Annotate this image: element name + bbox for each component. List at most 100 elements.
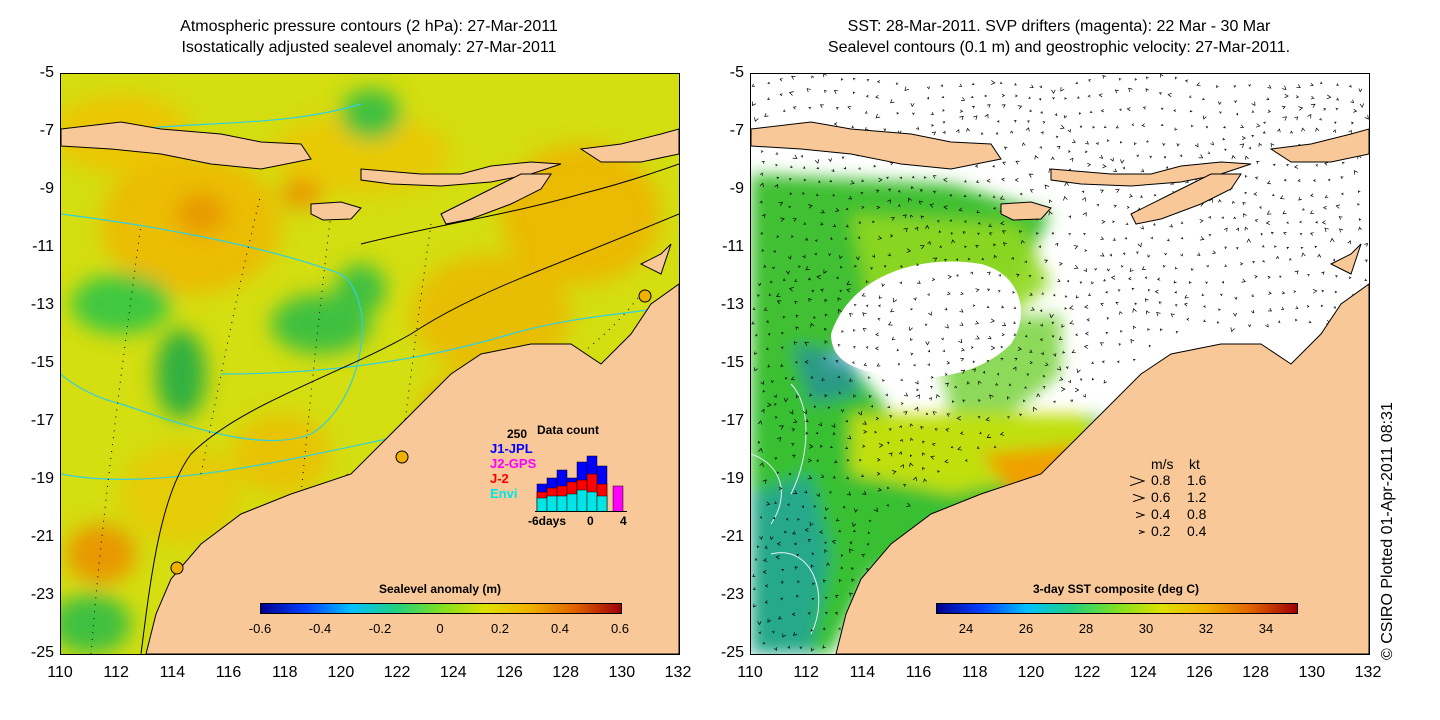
velocity-arrow <box>927 240 931 245</box>
left-lon-tick: 114 <box>159 664 186 681</box>
velocity-arrow <box>868 519 872 523</box>
velocity-arrow <box>1114 89 1119 94</box>
velocity-arrow <box>840 77 844 81</box>
velocity-arrow <box>1146 140 1149 143</box>
velocity-arrow <box>1348 276 1352 279</box>
velocity-arrow <box>810 376 814 379</box>
velocity-arrow <box>1326 94 1332 100</box>
velocity-arrow <box>1136 154 1139 158</box>
velocity-arrow <box>964 459 968 462</box>
velocity-arrow <box>776 471 780 475</box>
velocity-arrow <box>1102 164 1107 169</box>
right-colorbar-tick: 30 <box>1138 621 1154 636</box>
velocity-arrow <box>835 595 839 599</box>
velocity-arrow <box>978 194 982 197</box>
velocity-arrow <box>902 484 907 487</box>
velocity-arrow <box>835 359 839 363</box>
velocity-arrow <box>925 323 928 327</box>
velocity-arrow <box>924 176 927 179</box>
velocity-arrow <box>976 446 980 449</box>
velocity-arrow <box>1279 195 1285 200</box>
speed-legend-header-kt: kt <box>1189 456 1200 472</box>
velocity-arrow <box>995 382 999 386</box>
velocity-arrow <box>930 111 934 115</box>
velocity-arrow <box>1000 221 1005 226</box>
velocity-arrow <box>1205 281 1208 285</box>
velocity-arrow <box>926 96 929 100</box>
velocity-arrow <box>1206 264 1209 268</box>
velocity-arrow <box>1333 306 1337 309</box>
velocity-arrow <box>1248 146 1252 150</box>
velocity-arrow <box>1116 360 1120 364</box>
velocity-arrow <box>993 207 996 210</box>
right-lon-tick: 128 <box>1242 664 1269 681</box>
velocity-arrow <box>852 346 856 349</box>
velocity-arrow <box>1244 226 1249 231</box>
speed-legend-arrow <box>1133 491 1146 505</box>
velocity-arrow <box>1309 82 1314 87</box>
velocity-arrow <box>1063 195 1068 201</box>
velocity-arrow <box>942 349 946 352</box>
left-lat-tick: -11 <box>32 238 54 255</box>
velocity-arrow <box>891 336 896 341</box>
velocity-arrow <box>959 109 964 113</box>
velocity-arrow <box>838 529 841 533</box>
velocity-arrow <box>1202 97 1205 101</box>
velocity-arrow <box>1327 178 1331 182</box>
velocity-arrow <box>840 409 845 413</box>
velocity-arrow <box>1060 87 1065 92</box>
velocity-arrow <box>807 475 813 480</box>
velocity-arrow <box>1144 276 1148 280</box>
data-count-max: 250 <box>507 427 528 441</box>
velocity-arrow <box>1075 295 1079 299</box>
velocity-arrow <box>1194 143 1199 148</box>
velocity-arrow <box>1150 236 1153 240</box>
velocity-arrow <box>1015 94 1018 98</box>
velocity-arrow <box>1063 114 1067 119</box>
velocity-arrow <box>937 470 940 473</box>
velocity-arrow <box>837 308 842 314</box>
velocity-arrow <box>936 394 940 399</box>
velocity-arrow <box>1309 232 1314 236</box>
velocity-arrow <box>1078 112 1082 115</box>
velocity-arrow <box>835 276 839 280</box>
velocity-arrow <box>780 581 784 585</box>
velocity-arrow <box>889 415 893 418</box>
velocity-arrow <box>1324 227 1329 232</box>
velocity-arrow <box>861 292 866 297</box>
velocity-arrow <box>911 175 915 179</box>
velocity-arrow <box>1310 210 1315 214</box>
velocity-arrow <box>1281 85 1287 90</box>
velocity-arrow <box>1330 237 1335 243</box>
velocity-arrow <box>851 578 855 583</box>
velocity-arrow <box>807 539 812 543</box>
velocity-arrow <box>890 216 895 221</box>
velocity-arrow <box>1040 351 1044 356</box>
velocity-arrow <box>831 168 835 173</box>
velocity-arrow <box>910 338 913 342</box>
velocity-arrow <box>788 472 792 476</box>
velocity-arrow <box>779 78 783 82</box>
velocity-arrow <box>925 412 929 416</box>
velocity-arrow <box>807 277 811 281</box>
velocity-arrow <box>1084 150 1088 154</box>
velocity-arrow <box>950 445 954 449</box>
velocity-arrow <box>1212 250 1217 254</box>
velocity-arrow <box>829 237 833 240</box>
velocity-arrow <box>1233 312 1238 317</box>
data-count-x-label-start: -6days <box>528 514 567 528</box>
velocity-arrow <box>1100 109 1105 113</box>
velocity-arrow <box>875 332 879 337</box>
velocity-arrow <box>1115 301 1119 305</box>
velocity-arrow <box>919 244 925 250</box>
velocity-arrow <box>810 564 814 568</box>
right-lon-tick: 118 <box>961 664 988 681</box>
velocity-arrow <box>1295 306 1299 310</box>
velocity-arrow <box>1306 305 1310 308</box>
velocity-arrow <box>910 185 914 190</box>
velocity-arrow <box>773 394 777 399</box>
velocity-arrow <box>899 281 902 285</box>
velocity-arrow <box>1024 260 1027 264</box>
velocity-arrow <box>785 518 789 521</box>
velocity-arrow <box>866 79 870 82</box>
